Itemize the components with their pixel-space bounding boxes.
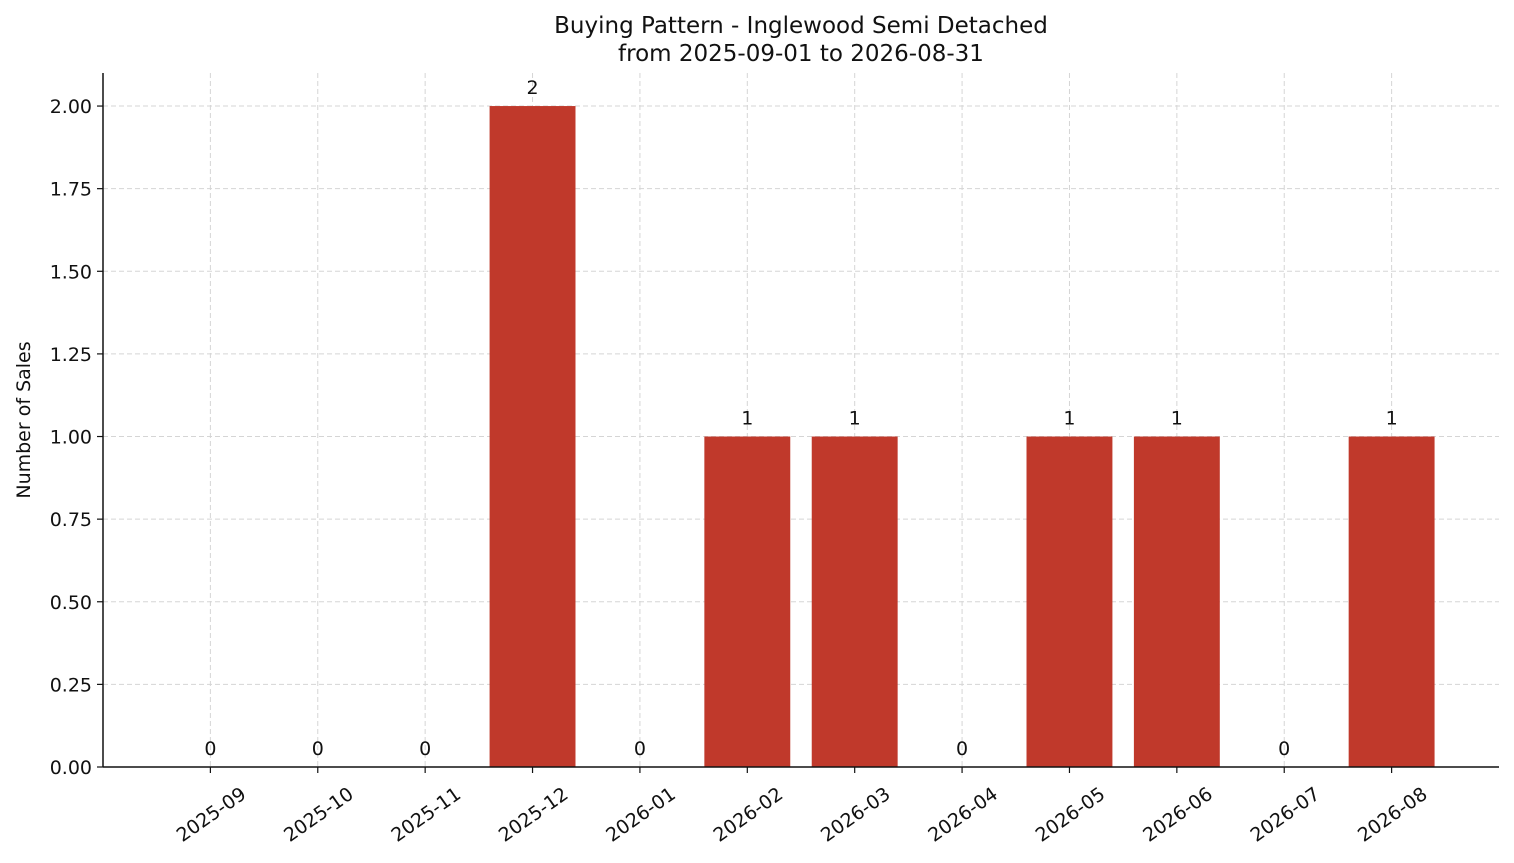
x-tick-label: 2026-06: [1139, 783, 1217, 847]
x-tick-label: 2026-08: [1354, 783, 1432, 847]
bar: [704, 436, 791, 767]
value-label: 1: [1171, 408, 1183, 430]
y-tick-label: 1.75: [50, 179, 92, 201]
y-tick-label: 0.50: [50, 592, 92, 614]
value-label: 1: [849, 408, 861, 430]
x-tick-label: 2026-07: [1246, 783, 1324, 847]
y-tick-label: 0.25: [50, 674, 92, 696]
x-tick-label: 2025-11: [387, 783, 465, 847]
chart-title: Buying Pattern - Inglewood Semi Detached: [554, 13, 1048, 39]
value-label: 1: [1386, 408, 1398, 430]
bar: [811, 436, 898, 767]
chart-subtitle: from 2025-09-01 to 2026-08-31: [618, 41, 984, 67]
value-label: 0: [634, 738, 646, 760]
y-tick-label: 0.00: [50, 757, 92, 779]
y-tick-label: 1.25: [50, 344, 92, 366]
value-label: 1: [741, 408, 753, 430]
y-tick-label: 0.75: [50, 509, 92, 531]
value-label: 0: [1278, 738, 1290, 760]
x-tick-label: 2026-02: [710, 783, 788, 847]
x-tick-label: 2025-12: [495, 783, 573, 847]
y-tick-label: 2.00: [50, 96, 92, 118]
value-label: 1: [1063, 408, 1075, 430]
x-tick-label: 2025-09: [173, 783, 251, 847]
bar: [1348, 436, 1435, 767]
bar: [489, 106, 576, 768]
value-label: 2: [526, 77, 538, 99]
value-label: 0: [204, 738, 216, 760]
value-label: 0: [956, 738, 968, 760]
x-tick-label: 2026-03: [817, 783, 895, 847]
y-tick-label: 1.50: [50, 261, 92, 283]
bar: [1133, 436, 1220, 767]
value-label: 0: [312, 738, 324, 760]
x-tick-label: 2026-05: [1032, 783, 1110, 847]
bar: [1026, 436, 1113, 767]
x-tick-label: 2025-10: [280, 783, 358, 847]
y-axis-label: Number of Sales: [13, 341, 35, 498]
value-label: 0: [419, 738, 431, 760]
y-tick-label: 1.00: [50, 427, 92, 449]
x-tick-label: 2026-01: [602, 783, 680, 847]
x-tick-label: 2026-04: [924, 783, 1002, 847]
